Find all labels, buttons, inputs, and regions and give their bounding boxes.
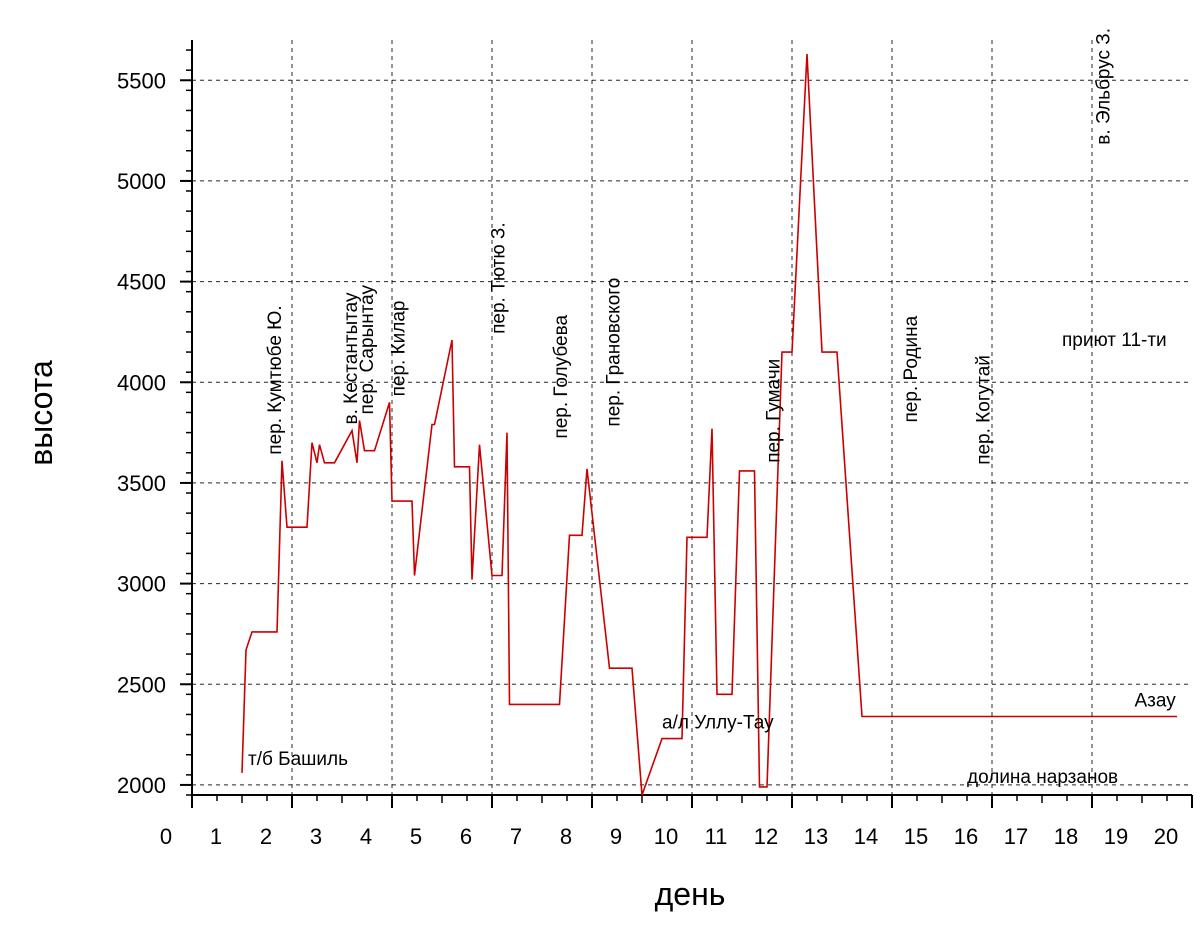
x-tick-label: 7 — [510, 824, 522, 849]
x-tick-label: 19 — [1104, 824, 1128, 849]
x-axis-title: день — [655, 876, 726, 912]
y-axis-title: высота — [23, 360, 59, 466]
x-tick-label: 6 — [460, 824, 472, 849]
x-tick-label: 8 — [560, 824, 572, 849]
x-tick-label: 15 — [904, 824, 928, 849]
y-tick-label: 5000 — [117, 169, 166, 194]
annotation-label: долина нарзанов — [967, 767, 1118, 788]
annotation-label: Азау — [1135, 690, 1177, 711]
x-tick-label: 3 — [310, 824, 322, 849]
annotation-label: пер. Кумтюбе Ю. — [265, 305, 286, 454]
x-tick-label: 9 — [610, 824, 622, 849]
x-tick-label: 1 — [210, 824, 222, 849]
x-tick-label: 13 — [804, 824, 828, 849]
y-tick-label: 4500 — [117, 270, 166, 295]
x-tick-label: 18 — [1054, 824, 1078, 849]
y-tick-label: 3500 — [117, 471, 166, 496]
annotation-label: т/б Башиль — [248, 749, 348, 770]
y-tick-label: 5500 — [117, 68, 166, 93]
axes-layer: 0 1 2 3 4 5 6 7 8 9 10 11 12 13 14 15 16 17 18 19 2020002500… — [117, 40, 1193, 849]
x-tick-label: 17 — [1004, 824, 1028, 849]
x-tick-label: 2 — [260, 824, 272, 849]
y-tick-label: 2000 — [117, 773, 166, 798]
annotation-label: пер. Килар — [389, 301, 410, 397]
annotation-label: в. Эльбрус З. — [1094, 28, 1115, 145]
annotation-label: пер. Тютю З. — [489, 222, 510, 334]
annotation-label: пер. Гумачи — [764, 359, 785, 463]
grid-layer — [192, 40, 1192, 795]
elevation-series-line — [241, 54, 1177, 796]
x-tick-label: 14 — [854, 824, 878, 849]
annotation-label: пер. Родина — [901, 315, 922, 422]
annotation-label: пер. Когутай — [974, 355, 995, 465]
annotation-label: пер. Грановского — [604, 278, 625, 427]
y-tick-label: 2500 — [117, 672, 166, 697]
x-tick-label: 20 — [1154, 824, 1178, 849]
x-tick-label: 5 — [410, 824, 422, 849]
y-tick-label: 4000 — [117, 370, 166, 395]
annotation-label: пер. Сарынтау — [357, 284, 378, 414]
y-tick-label: 3000 — [117, 572, 166, 597]
x-tick-label: 16 — [954, 824, 978, 849]
annotation-label: пер. Голубева — [551, 315, 572, 439]
x-tick-label: 0 — [160, 824, 172, 849]
annotation-label: в. Кестантытау — [341, 292, 362, 425]
x-tick-label: 10 — [654, 824, 678, 849]
series-layer — [241, 54, 1177, 796]
annotation-label: а/л Уллу-Тау — [662, 713, 774, 734]
x-tick-label: 11 — [705, 824, 728, 849]
x-tick-label: 12 — [754, 824, 778, 849]
annotation-label: приют 11-ти — [1062, 330, 1167, 351]
x-tick-label: 4 — [360, 824, 372, 849]
